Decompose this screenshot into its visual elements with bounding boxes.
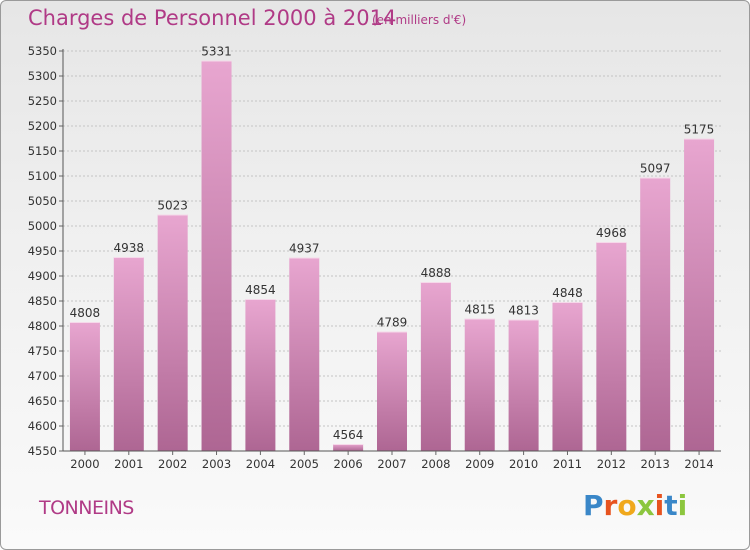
data-label: 4564 bbox=[333, 428, 364, 442]
y-tick-label: 4650 bbox=[28, 394, 57, 408]
bar bbox=[377, 331, 407, 451]
proxiti-logo[interactable]: Proxiti bbox=[583, 489, 687, 522]
x-tick-label: 2009 bbox=[465, 457, 494, 471]
commune-name: TONNEINS bbox=[39, 497, 134, 519]
data-label: 4808 bbox=[70, 306, 101, 320]
data-label: 4815 bbox=[464, 303, 495, 317]
y-tick-label: 5300 bbox=[28, 69, 57, 83]
data-label: 4789 bbox=[377, 316, 408, 330]
logo-letter: t bbox=[664, 489, 678, 522]
bar bbox=[640, 177, 671, 451]
y-tick-label: 4850 bbox=[28, 294, 57, 308]
y-tick-label: 5350 bbox=[28, 44, 57, 58]
data-label: 5097 bbox=[640, 162, 671, 176]
x-tick-label: 2000 bbox=[70, 457, 99, 471]
bar bbox=[245, 299, 276, 451]
y-tick-label: 4900 bbox=[28, 269, 57, 283]
bar bbox=[684, 138, 715, 451]
y-tick-label: 5150 bbox=[28, 144, 57, 158]
data-label: 5023 bbox=[157, 199, 188, 213]
data-label: 4848 bbox=[552, 286, 583, 300]
x-tick-label: 2004 bbox=[246, 457, 275, 471]
y-tick-label: 5050 bbox=[28, 194, 57, 208]
x-tick-label: 2003 bbox=[202, 457, 231, 471]
logo-letter: i bbox=[654, 489, 665, 522]
data-label: 5175 bbox=[684, 123, 715, 137]
y-tick-label: 4600 bbox=[28, 419, 57, 433]
x-tick-label: 2013 bbox=[641, 457, 670, 471]
bar bbox=[464, 318, 495, 451]
logo-letter: i bbox=[677, 489, 688, 522]
data-label: 4938 bbox=[114, 241, 145, 255]
bar bbox=[552, 302, 583, 451]
y-tick-label: 5200 bbox=[28, 119, 57, 133]
bar bbox=[289, 257, 320, 451]
x-tick-label: 2007 bbox=[377, 457, 406, 471]
x-tick-label: 2011 bbox=[553, 457, 582, 471]
x-tick-label: 2001 bbox=[114, 457, 143, 471]
x-tick-label: 2005 bbox=[290, 457, 319, 471]
y-tick-label: 4700 bbox=[28, 369, 57, 383]
y-tick-label: 5250 bbox=[28, 94, 57, 108]
y-tick-label: 4750 bbox=[28, 344, 57, 358]
data-label: 4854 bbox=[245, 283, 276, 297]
logo-letter: o bbox=[617, 489, 637, 522]
data-label: 4888 bbox=[421, 266, 452, 280]
y-tick-label: 5100 bbox=[28, 169, 57, 183]
bar bbox=[69, 322, 100, 451]
x-tick-label: 2010 bbox=[509, 457, 538, 471]
x-tick-label: 2002 bbox=[158, 457, 187, 471]
logo-letter: r bbox=[603, 489, 618, 522]
x-tick-label: 2008 bbox=[421, 457, 450, 471]
y-tick-label: 4800 bbox=[28, 319, 57, 333]
bar bbox=[333, 444, 364, 451]
bar bbox=[420, 282, 451, 451]
logo-letter: P bbox=[583, 489, 604, 522]
chart-subtitle: (en milliers d'€) bbox=[372, 13, 467, 27]
data-label: 4813 bbox=[508, 304, 539, 318]
bar bbox=[596, 242, 627, 451]
data-label: 5331 bbox=[201, 45, 232, 59]
x-tick-label: 2014 bbox=[684, 457, 713, 471]
y-tick-label: 4950 bbox=[28, 244, 57, 258]
logo-letter: x bbox=[636, 489, 655, 522]
x-tick-label: 2006 bbox=[333, 457, 362, 471]
chart-title: Charges de Personnel 2000 à 2014 bbox=[28, 6, 397, 30]
bar bbox=[157, 214, 188, 451]
x-tick-label: 2012 bbox=[597, 457, 626, 471]
y-tick-label: 5000 bbox=[28, 219, 57, 233]
bar bbox=[113, 257, 144, 451]
bar bbox=[201, 60, 232, 451]
data-label: 4968 bbox=[596, 226, 627, 240]
data-label: 4937 bbox=[289, 242, 320, 256]
y-tick-label: 4550 bbox=[28, 444, 57, 458]
bar bbox=[508, 319, 539, 451]
